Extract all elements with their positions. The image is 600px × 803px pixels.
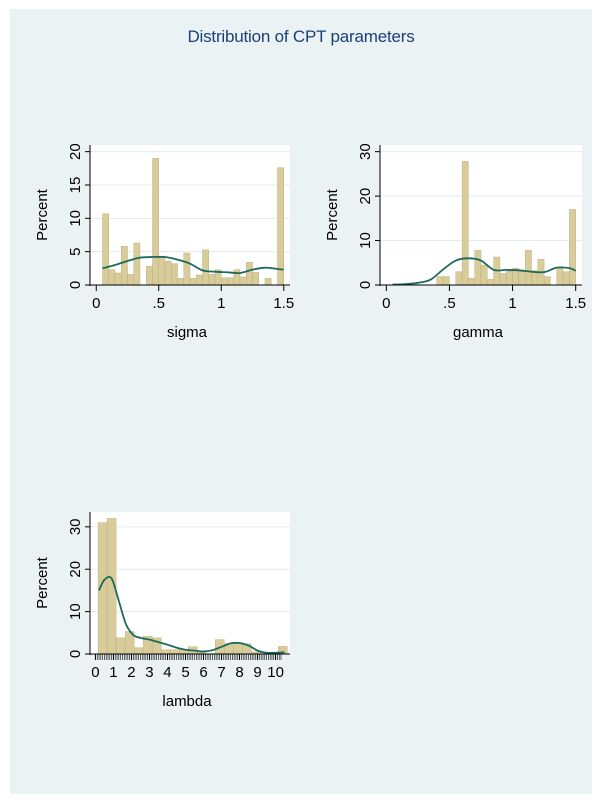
histogram-bar (246, 262, 253, 286)
histogram-bar (455, 271, 463, 286)
histogram-bar (562, 271, 570, 286)
histogram-bar (252, 272, 259, 286)
y-tick-label: 20 (357, 188, 374, 205)
x-tick-label: 1 (508, 295, 516, 312)
x-axis-title: sigma (167, 324, 208, 341)
x-axis-title: gamma (453, 324, 504, 341)
y-tick-label: 10 (357, 232, 374, 249)
histogram-bar (499, 273, 507, 286)
x-tick-label: 1.5 (565, 295, 586, 312)
histogram-bar (127, 274, 134, 286)
x-tick-label: 5 (181, 664, 189, 681)
x-tick-label: 7 (217, 664, 225, 681)
gamma-histogram-panel: 0 10 20 30 0 .5 1 1.5 gamma Percent (324, 143, 586, 341)
histogram-bar (183, 252, 191, 286)
histogram-bar (277, 167, 284, 286)
x-tick-label: .5 (443, 295, 456, 312)
x-tick-label: 4 (163, 664, 171, 681)
histogram-bar (233, 269, 241, 286)
x-tick-label: .5 (152, 295, 165, 312)
histogram-bar (436, 276, 444, 286)
histogram-bar (177, 278, 184, 286)
y-tick-label: 20 (67, 561, 84, 578)
histogram-bar (524, 250, 532, 286)
histogram-bar (487, 279, 494, 286)
y-tick-label: 10 (67, 210, 84, 227)
figure-title: Distribution of CPT parameters (187, 27, 415, 46)
histogram-bar (474, 250, 482, 286)
y-axis-title: Percent (34, 188, 51, 241)
x-tick-label: 10 (267, 664, 284, 681)
y-tick-label: 15 (67, 177, 84, 194)
y-tick-label: 20 (67, 143, 84, 160)
histogram-bar (556, 267, 564, 286)
plot-area (90, 512, 290, 654)
histogram-bar (202, 249, 209, 286)
histogram-bar (169, 649, 180, 655)
x-tick-label: 8 (235, 664, 243, 681)
histogram-bar (569, 209, 576, 286)
histogram-bar (506, 271, 513, 286)
histogram-bar (543, 276, 551, 286)
histogram-bar (146, 266, 153, 286)
histogram-bar (233, 643, 243, 655)
x-tick-label: 3 (145, 664, 153, 681)
histogram-bar (461, 161, 469, 286)
histogram-bar (239, 276, 247, 286)
histogram-bar (518, 271, 526, 286)
histogram-bar (133, 242, 141, 286)
histogram-bar (114, 272, 122, 286)
y-tick-label: 10 (67, 603, 84, 620)
histogram-bar (221, 277, 228, 286)
histogram-bar (196, 274, 203, 286)
histogram-bar (108, 269, 116, 286)
x-tick-label: 0 (92, 295, 100, 312)
histogram-bar (102, 213, 109, 286)
y-axis-title: Percent (324, 188, 341, 241)
y-axis-title: Percent (34, 556, 51, 609)
x-tick-label: 9 (253, 664, 261, 681)
x-tick-label: 1 (109, 664, 117, 681)
histogram-bar (189, 278, 197, 286)
y-tick-label: 0 (357, 281, 374, 289)
density-curve (102, 255, 284, 275)
y-tick-label: 0 (67, 650, 84, 658)
histogram-bar (468, 278, 475, 286)
histogram-bar (264, 278, 272, 286)
histogram-bar (133, 647, 144, 655)
histogram-bar (158, 256, 166, 286)
histogram-bar (160, 649, 171, 655)
histogram-bar (121, 246, 128, 286)
histogram-bar (480, 264, 488, 286)
density-curve (98, 575, 285, 654)
y-tick-label: 30 (357, 143, 374, 160)
histogram-bar (227, 277, 234, 286)
histogram-bar (208, 274, 216, 286)
figure-canvas: Distribution of CPT parameters 0 5 10 15 20 0… (10, 9, 592, 794)
x-tick-label: 6 (199, 664, 207, 681)
histogram-bar (115, 637, 126, 655)
histogram-bar (442, 276, 450, 286)
y-tick-label: 0 (67, 281, 84, 289)
sigma-histogram-panel: 0 5 10 15 20 0 .5 1 1.5 sigma Percent (34, 143, 294, 341)
x-tick-label: 2 (127, 664, 135, 681)
histogram-bar (171, 263, 178, 286)
histogram-bar (164, 260, 172, 286)
x-tick-label: 1.5 (273, 295, 294, 312)
histogram-bar (152, 158, 159, 286)
y-tick-label: 30 (67, 518, 84, 535)
x-tick-label: 0 (382, 295, 390, 312)
y-tick-label: 5 (67, 247, 84, 255)
x-tick-label: 0 (91, 664, 99, 681)
x-tick-label: 1 (217, 295, 225, 312)
density-curve (392, 257, 577, 286)
x-axis-title: lambda (162, 693, 212, 710)
